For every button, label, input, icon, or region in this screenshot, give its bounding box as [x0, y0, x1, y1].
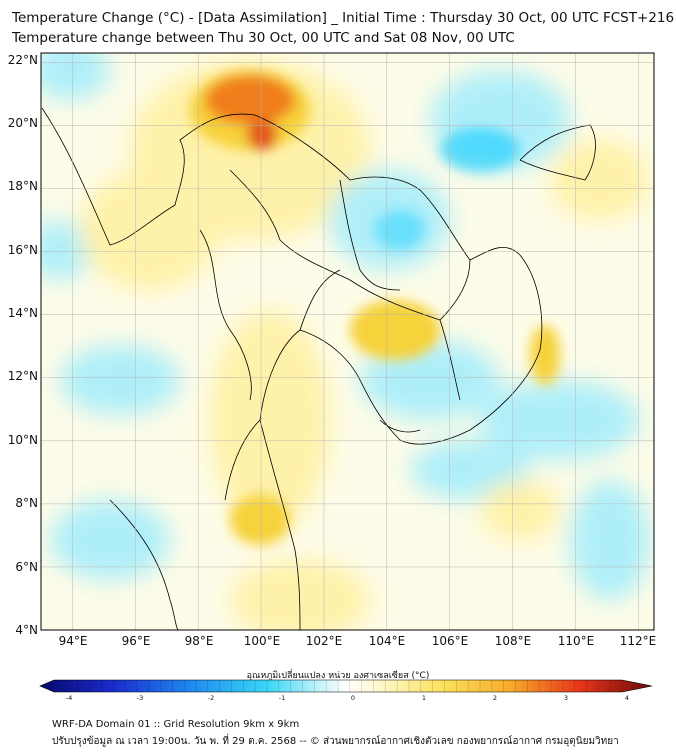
- lat-label: 6°N: [15, 560, 38, 574]
- lon-label: 100°E: [243, 634, 281, 648]
- lat-label: 12°N: [7, 369, 38, 383]
- lat-label: 8°N: [15, 496, 38, 510]
- lat-label: 10°N: [7, 433, 38, 447]
- lon-label: 96°E: [121, 634, 151, 648]
- colorbar-tick: 3: [563, 694, 569, 702]
- lat-label: 22°N: [7, 53, 38, 67]
- lat-label: 4°N: [15, 623, 38, 637]
- lon-label: 104°E: [368, 634, 406, 648]
- title-line-2: Temperature change between Thu 30 Oct, 0…: [12, 30, 515, 46]
- colorbar-tick: -3: [136, 694, 144, 702]
- lon-label: 98°E: [184, 634, 214, 648]
- footer-line-1: WRF-DA Domain 01 :: Grid Resolution 9km …: [52, 719, 300, 730]
- lat-label: 18°N: [7, 179, 38, 193]
- temperature-field: [41, 53, 654, 630]
- lon-label: 110°E: [557, 634, 595, 648]
- lon-label: 108°E: [494, 634, 532, 648]
- lon-label: 106°E: [431, 634, 469, 648]
- colorbar-tick: 2: [492, 694, 498, 702]
- lon-label: 94°E: [58, 634, 88, 648]
- colorbar-tick: -1: [278, 694, 286, 702]
- map-frame: [40, 52, 655, 631]
- grid-lines: [41, 53, 654, 631]
- lon-label: 102°E: [305, 634, 343, 648]
- title-line-1: Temperature Change (°C) - [Data Assimila…: [12, 10, 675, 26]
- colorbar-tick: 1: [421, 694, 427, 702]
- lat-label: 16°N: [7, 243, 38, 257]
- lon-label: 112°E: [619, 634, 657, 648]
- colorbar-title: อุณหภูมิเปลี่ยนแปลง หน่วย องศาเซลเซียส (…: [246, 671, 430, 681]
- colorbar-tick: -4: [65, 694, 73, 702]
- country-outlines: [41, 107, 596, 630]
- lat-label: 14°N: [7, 306, 38, 320]
- colorbar-tick: 0: [350, 694, 356, 702]
- footer-line-2: ปรับปรุงข้อมูล ณ เวลา 19:00น. วัน พ. ที่…: [52, 736, 619, 747]
- colorbar-tick: -2: [207, 694, 215, 702]
- lat-label: 20°N: [7, 116, 38, 130]
- colorbar-tick: 4: [624, 694, 630, 702]
